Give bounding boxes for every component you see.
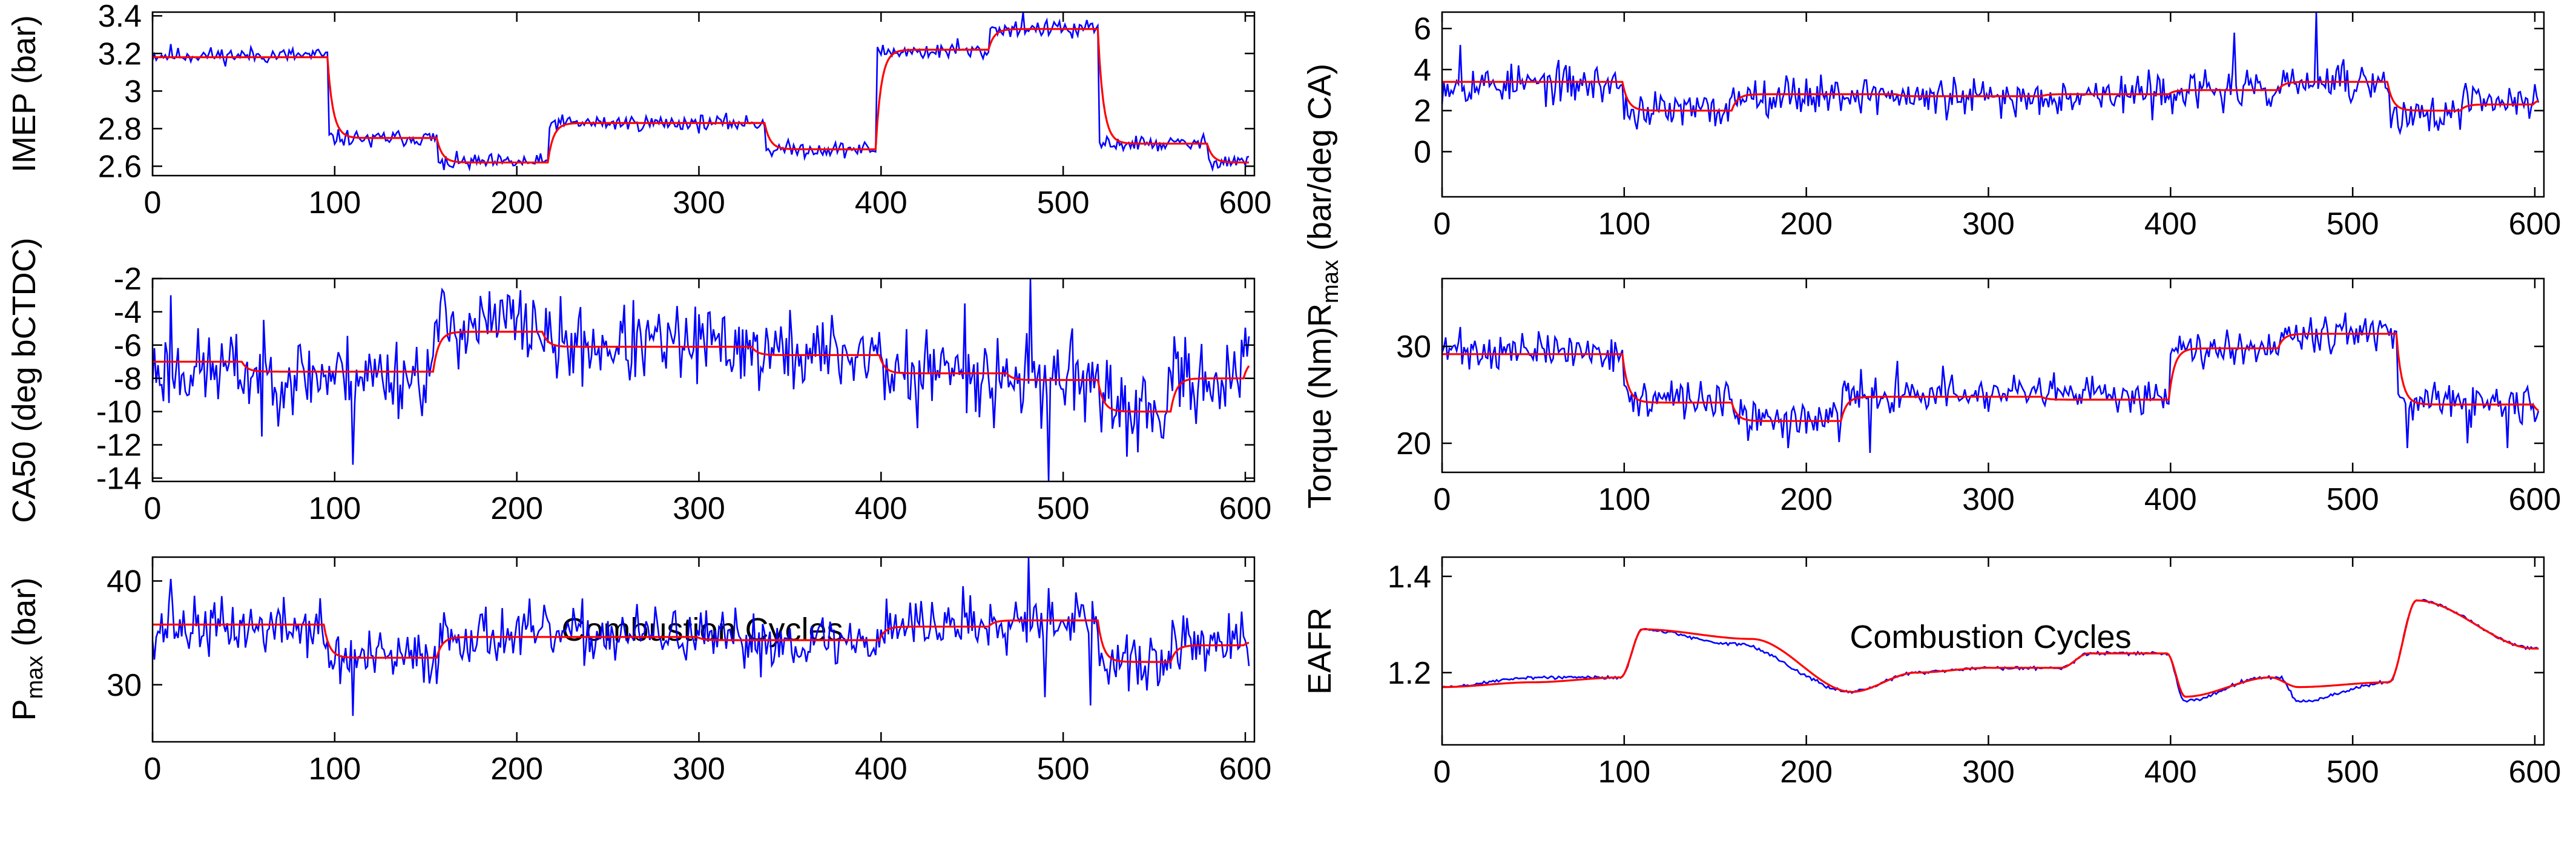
x-tick-label: 200 <box>1780 482 1833 517</box>
y-tick-label: 3 <box>124 74 142 109</box>
y-tick-label: 20 <box>1396 426 1431 461</box>
x-tick-label: 400 <box>855 491 908 526</box>
series-estimated-rmax <box>1442 81 2539 112</box>
series-measured-rmax <box>1441 12 2540 136</box>
y-tick-label: 2.6 <box>98 149 142 184</box>
axes-frame <box>1441 277 2545 474</box>
y-tick-label: 1.4 <box>1388 560 1431 595</box>
panel-eafr: 0 100 200 300 400 500 600 1.2 1.4 <box>1388 556 2561 790</box>
x-tick-label: 500 <box>1037 752 1090 787</box>
y-axis-label-eafr: EAFR <box>1302 607 1338 695</box>
axes-frame <box>1441 11 2545 198</box>
series-measured-pmax <box>151 557 1250 716</box>
x-tick-label: 0 <box>1434 206 1451 242</box>
x-tick-label: 300 <box>673 185 725 220</box>
x-tick-label: 200 <box>490 185 543 220</box>
y-tick-label: 40 <box>107 564 142 599</box>
panel-pmax: 0 100 200 300 400 500 600 30 40 <box>107 556 1272 787</box>
x-tick-label: 200 <box>490 752 543 787</box>
y-tick-label: 2 <box>1414 94 1431 129</box>
panel-ca50: 0 100 200 300 400 500 600 -14-12-10-8-6-4-2 <box>96 262 1271 526</box>
y-tick-label: 0 <box>1414 134 1431 170</box>
axes-frame <box>151 277 1256 483</box>
x-tick-label: 600 <box>2509 206 2561 242</box>
series-estimated-pmax <box>153 619 1250 663</box>
x-tick-label: 300 <box>1962 755 2015 790</box>
y-tick-label: 4 <box>1414 53 1431 88</box>
y-axis-label-ca50: CA50 (deg bCTDC) <box>6 237 42 523</box>
series-measured-ca50 <box>151 278 1250 482</box>
x-tick-label: 600 <box>1219 491 1272 526</box>
axes-frame <box>151 11 1256 177</box>
x-axis-label-right: Combustion Cycles <box>1850 619 2131 655</box>
y-tick-label: -6 <box>114 328 142 363</box>
y-axis-label-pmax: Pmax (bar) <box>6 578 48 721</box>
x-tick-label: 0 <box>1434 755 1451 790</box>
series-estimated-eafr <box>1442 599 2538 698</box>
x-tick-label: 500 <box>1037 185 1090 220</box>
panel-imep: 0 100 200 300 400 500 600 2.62.833.23.4 <box>98 0 1272 220</box>
y-tick-label: -2 <box>114 262 142 297</box>
x-tick-label: 200 <box>490 491 543 526</box>
x-tick-label: 100 <box>1598 206 1650 242</box>
x-tick-label: 300 <box>673 752 725 787</box>
series-estimated-imep <box>153 28 1249 164</box>
series-estimated-torque <box>1442 332 2539 422</box>
y-tick-label: 6 <box>1414 12 1431 47</box>
y-tick-label: -8 <box>114 362 142 397</box>
y-tick-label: 2.8 <box>98 111 142 147</box>
y-tick-label: 1.2 <box>1388 656 1431 691</box>
x-tick-label: 400 <box>855 752 908 787</box>
x-tick-label: 100 <box>308 185 361 220</box>
x-tick-label: 100 <box>308 491 361 526</box>
y-tick-label: 3.4 <box>98 0 142 34</box>
x-tick-label: 400 <box>855 185 908 220</box>
x-tick-label: 500 <box>2327 482 2379 517</box>
y-axis-label-torque-rmax: Torque (Nm)Rmax (bar/deg CA) <box>1302 64 1343 509</box>
y-tick-label: -10 <box>96 395 142 430</box>
x-tick-label: 0 <box>144 185 162 220</box>
x-tick-label: 600 <box>1219 185 1272 220</box>
x-tick-label: 500 <box>2327 206 2379 242</box>
x-tick-label: 200 <box>1780 206 1833 242</box>
x-tick-label: 600 <box>2509 482 2561 517</box>
x-tick-label: 300 <box>1962 482 2015 517</box>
y-tick-label: -4 <box>114 295 142 330</box>
x-tick-label: 600 <box>2509 755 2561 790</box>
x-tick-label: 300 <box>1962 206 2015 242</box>
y-tick-label: 30 <box>1396 329 1431 365</box>
panel-rmax: 0 100 200 300 400 500 600 0 2 4 6 <box>1414 11 2561 242</box>
x-tick-label: 500 <box>2327 755 2379 790</box>
x-tick-label: 600 <box>1219 752 1272 787</box>
x-tick-label: 100 <box>1598 755 1650 790</box>
series-measured-imep <box>151 12 1250 173</box>
y-tick-label: 30 <box>107 668 142 703</box>
y-axis-label-imep: IMEP (bar) <box>6 15 42 173</box>
x-tick-label: 100 <box>1598 482 1650 517</box>
axes-frame <box>151 556 1256 743</box>
series-estimated-ca50 <box>153 331 1250 413</box>
x-tick-label: 0 <box>144 491 162 526</box>
x-tick-label: 400 <box>2144 482 2197 517</box>
y-tick-label: 3.2 <box>98 36 142 71</box>
y-tick-label: -14 <box>96 461 142 497</box>
axes-frame <box>1441 556 2545 746</box>
x-tick-label: 200 <box>1780 755 1833 790</box>
x-tick-label: 0 <box>144 752 162 787</box>
x-tick-label: 500 <box>1037 491 1090 526</box>
x-tick-label: 400 <box>2144 206 2197 242</box>
x-tick-label: 400 <box>2144 755 2197 790</box>
panel-torque: 0 100 200 300 400 500 600 20 30 <box>1396 277 2561 517</box>
x-tick-label: 300 <box>673 491 725 526</box>
x-tick-label: 100 <box>308 752 361 787</box>
x-tick-label: 0 <box>1434 482 1451 517</box>
y-tick-label: -12 <box>96 428 142 463</box>
